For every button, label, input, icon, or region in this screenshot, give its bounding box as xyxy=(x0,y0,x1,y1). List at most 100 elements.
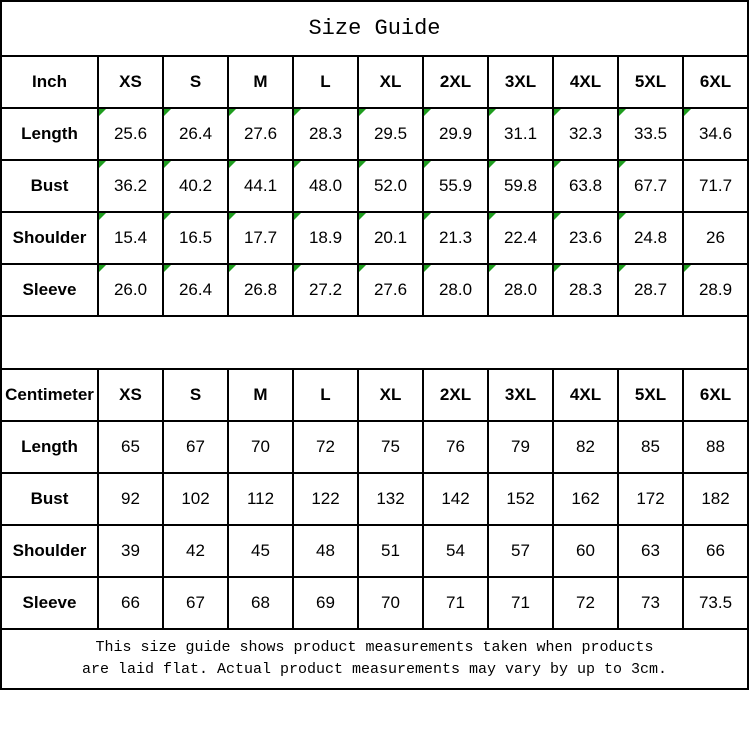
measurement-value: 28.0 xyxy=(503,280,538,299)
measurement-value-cell: 32.3 xyxy=(552,107,619,161)
row-label-cell: Length xyxy=(0,420,99,474)
measurement-value-cell: 63 xyxy=(617,524,684,578)
measurement-value-cell: 21.3 xyxy=(422,211,489,265)
measurement-value: 48.0 xyxy=(308,176,343,195)
row-label-cell: Shoulder xyxy=(0,211,99,265)
measurement-value: 112 xyxy=(246,489,275,508)
measurement-value: 25.6 xyxy=(113,124,148,143)
size-header-cell: XS xyxy=(97,368,164,422)
measurement-value-cell: 28.9 xyxy=(682,263,749,317)
flag-triangle-icon xyxy=(294,265,301,272)
measurement-value: 28.3 xyxy=(568,280,603,299)
row-label-cell: Sleeve xyxy=(0,263,99,317)
measurement-value: 23.6 xyxy=(568,228,603,247)
measurement-value-cell: 152 xyxy=(487,472,554,526)
measurement-value-cell: 85 xyxy=(617,420,684,474)
size-header-cell: 6XL xyxy=(682,55,749,109)
page-title: Size Guide xyxy=(308,16,441,41)
measurement-value-cell: 34.6 xyxy=(682,107,749,161)
measurement-value: 67 xyxy=(186,437,205,456)
measurement-value-cell: 31.1 xyxy=(487,107,554,161)
measurement-value-cell: 60 xyxy=(552,524,619,578)
flag-triangle-icon xyxy=(424,161,431,168)
measurement-value: 55.9 xyxy=(438,176,473,195)
measurement-value: 44.1 xyxy=(243,176,278,195)
centimeter-row-bust: Bust 92 102 112 122 132 142 152 162 172 182 xyxy=(0,472,749,526)
row-label-cell: Bust xyxy=(0,159,99,213)
measurement-value: 69 xyxy=(316,593,335,612)
measurement-value: 39 xyxy=(121,541,140,560)
measurement-value-cell: 59.8 xyxy=(487,159,554,213)
measurement-value-cell: 73.5 xyxy=(682,576,749,630)
centimeter-row-sleeve: Sleeve 66 67 68 69 70 71 71 72 73 73.5 xyxy=(0,576,749,630)
measurement-value: 34.6 xyxy=(698,124,733,143)
measurement-value-cell: 122 xyxy=(292,472,359,526)
measurement-value: 71.7 xyxy=(698,176,733,195)
flag-triangle-icon xyxy=(294,213,301,220)
measurement-value-cell: 102 xyxy=(162,472,229,526)
inch-row-length: Length 25.6 26.4 27.6 28.3 29.5 29.9 31.1 32.3 33… xyxy=(0,107,749,161)
measurement-value-cell: 23.6 xyxy=(552,211,619,265)
measurement-value-cell: 28.0 xyxy=(487,263,554,317)
size-header-cell: XS xyxy=(97,55,164,109)
measurement-value-cell: 71.7 xyxy=(682,159,749,213)
measurement-value: 63.8 xyxy=(568,176,603,195)
measurement-value-cell: 72 xyxy=(292,420,359,474)
measurement-value: 29.9 xyxy=(438,124,473,143)
flag-triangle-icon xyxy=(99,161,106,168)
size-header-cell: 6XL xyxy=(682,368,749,422)
measurement-value-cell: 76 xyxy=(422,420,489,474)
unit-header-cell: Inch xyxy=(0,55,99,109)
measurement-value-cell: 142 xyxy=(422,472,489,526)
measurement-value-cell: 88 xyxy=(682,420,749,474)
measurement-value: 82 xyxy=(576,437,595,456)
measurement-value: 54 xyxy=(446,541,465,560)
flag-triangle-icon xyxy=(489,161,496,168)
measurement-value-cell: 72 xyxy=(552,576,619,630)
measurement-value-cell: 17.7 xyxy=(227,211,294,265)
footer-note-line2: are laid flat. Actual product measuremen… xyxy=(81,661,668,678)
flag-triangle-icon xyxy=(489,265,496,272)
measurement-value: 68 xyxy=(251,593,270,612)
size-header-cell: L xyxy=(292,55,359,109)
measurement-value: 27.2 xyxy=(308,280,343,299)
measurement-value: 88 xyxy=(706,437,725,456)
measurement-value-cell: 24.8 xyxy=(617,211,684,265)
measurement-value: 26.4 xyxy=(178,280,213,299)
measurement-value-cell: 36.2 xyxy=(97,159,164,213)
measurement-value-cell: 70 xyxy=(227,420,294,474)
flag-triangle-icon xyxy=(424,265,431,272)
measurement-value-cell: 26.4 xyxy=(162,107,229,161)
measurement-value-cell: 67.7 xyxy=(617,159,684,213)
size-header-cell: S xyxy=(162,368,229,422)
measurement-value-cell: 75 xyxy=(357,420,424,474)
size-header-cell: XL xyxy=(357,368,424,422)
measurement-value: 42 xyxy=(186,541,205,560)
measurement-value: 51 xyxy=(381,541,400,560)
flag-triangle-icon xyxy=(684,265,691,272)
measurement-value: 18.9 xyxy=(308,228,343,247)
measurement-value: 92 xyxy=(121,489,140,508)
flag-triangle-icon xyxy=(164,161,171,168)
measurement-value: 32.3 xyxy=(568,124,603,143)
measurement-value: 70 xyxy=(251,437,270,456)
size-header-cell: 3XL xyxy=(487,368,554,422)
measurement-value-cell: 162 xyxy=(552,472,619,526)
flag-triangle-icon xyxy=(619,265,626,272)
flag-triangle-icon xyxy=(99,109,106,116)
measurement-value-cell: 69 xyxy=(292,576,359,630)
measurement-value-cell: 39 xyxy=(97,524,164,578)
measurement-value-cell: 27.6 xyxy=(227,107,294,161)
flag-triangle-icon xyxy=(554,265,561,272)
measurement-value: 162 xyxy=(571,489,600,508)
footer-note-box: This size guide shows product measuremen… xyxy=(0,628,749,690)
inch-row-shoulder: Shoulder 15.4 16.5 17.7 18.9 20.1 21.3 22.4 23.6… xyxy=(0,211,749,265)
size-header-cell: M xyxy=(227,368,294,422)
size-header-cell: 2XL xyxy=(422,55,489,109)
measurement-value-cell: 27.2 xyxy=(292,263,359,317)
inch-row-sleeve: Sleeve 26.0 26.4 26.8 27.2 27.6 28.0 28.0 28.3 28… xyxy=(0,263,749,317)
measurement-value: 66 xyxy=(121,593,140,612)
row-label-cell: Shoulder xyxy=(0,524,99,578)
size-header-cell: S xyxy=(162,55,229,109)
flag-triangle-icon xyxy=(684,109,691,116)
